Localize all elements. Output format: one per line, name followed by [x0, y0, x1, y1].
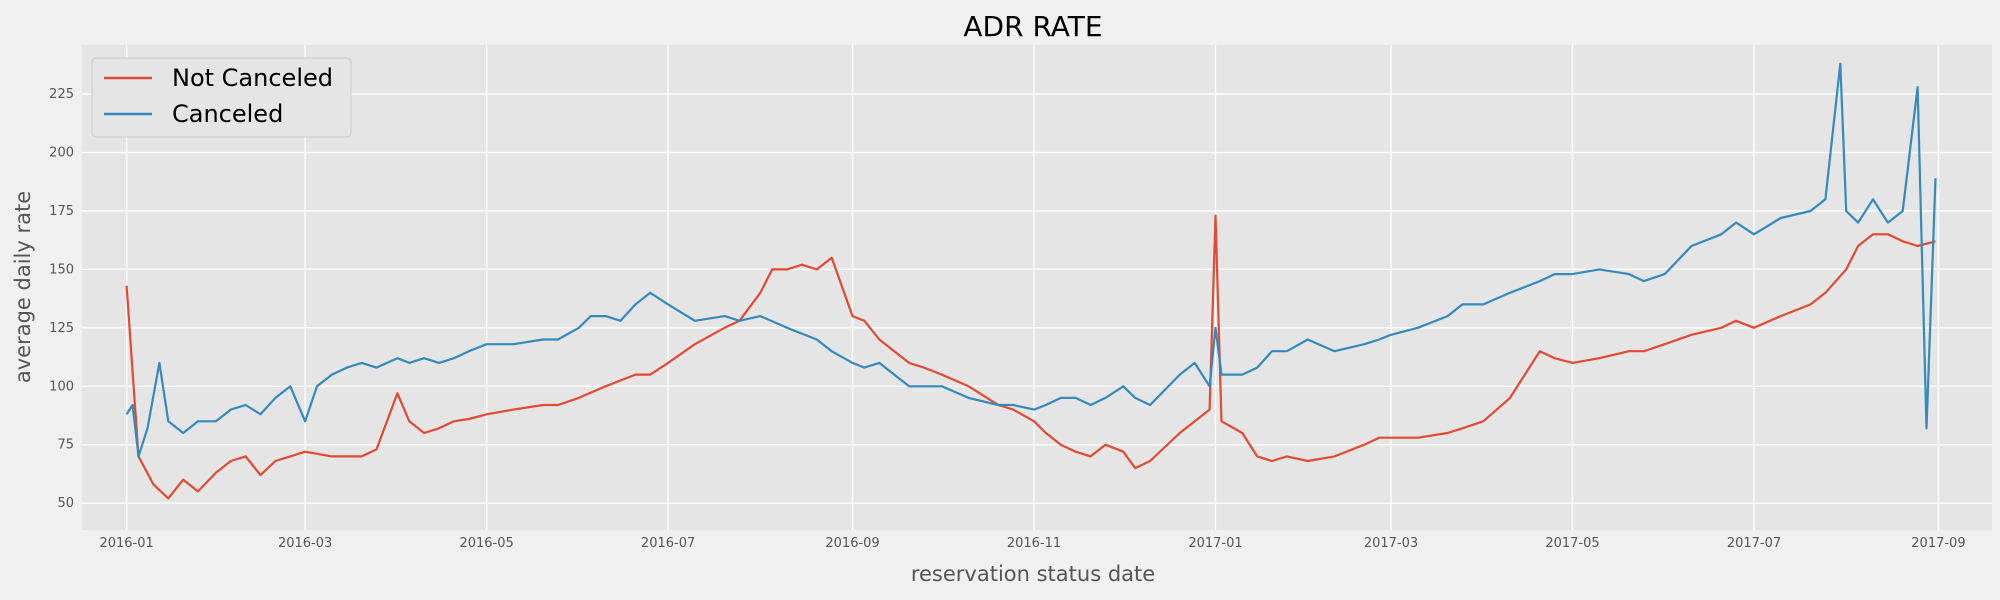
- plot-area: [82, 45, 1992, 530]
- y-tick-label: 150: [49, 262, 74, 277]
- legend: Not Canceled Canceled: [91, 57, 352, 138]
- x-tick-label: 2017-07: [1727, 536, 1781, 551]
- y-tick-label: 125: [49, 321, 74, 336]
- x-tick-label: 2016-09: [825, 536, 879, 551]
- x-axis-label: reservation status date: [911, 562, 1155, 586]
- x-tick-label: 2016-01: [99, 536, 153, 551]
- x-tick-label: 2016-07: [641, 536, 695, 551]
- y-tick-label: 225: [49, 87, 74, 102]
- series-line-not-canceled: [125, 214, 1936, 500]
- y-tick-label: 100: [49, 379, 74, 394]
- y-tick-label: 75: [57, 438, 74, 453]
- y-tick-label: 175: [49, 204, 74, 219]
- x-tick-label: 2016-05: [459, 536, 513, 551]
- x-tick-label: 2017-03: [1364, 536, 1418, 551]
- legend-box: [91, 57, 352, 138]
- x-tick-label: 2017-09: [1911, 536, 1965, 551]
- x-tick-labels: 2016-01 2016-03 2016-05 2016-07 2016-09 2016-…: [99, 536, 1965, 551]
- y-tick-label: 50: [57, 496, 74, 511]
- x-tick-label: 2017-01: [1188, 536, 1242, 551]
- y-axis-label: average daily rate: [11, 191, 35, 383]
- y-gridlines: [82, 93, 1992, 504]
- x-tick-label: 2017-05: [1545, 536, 1599, 551]
- y-tick-labels: 50 75 100 125 150 175 200 225: [49, 87, 74, 511]
- y-tick-label: 200: [49, 146, 74, 161]
- legend-label-canceled: Canceled: [172, 100, 283, 128]
- series-layer: [125, 62, 1937, 500]
- x-gridlines: [125, 45, 1940, 530]
- x-tick-label: 2016-03: [278, 536, 332, 551]
- series-line-canceled: [125, 62, 1937, 458]
- x-tick-label: 2016-11: [1007, 536, 1061, 551]
- chart-title: ADR RATE: [963, 10, 1102, 43]
- legend-label-not-canceled: Not Canceled: [172, 64, 333, 92]
